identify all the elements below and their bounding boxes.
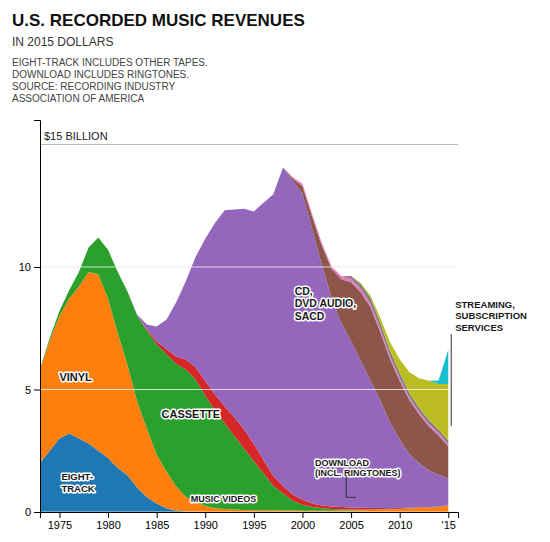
reference-line [40,144,458,145]
x-tick: 1995 [242,512,266,531]
x-tick-label: 1985 [145,519,169,531]
x-tick: 1975 [48,512,72,531]
annotation-leader [451,334,452,426]
x-axis: 1975 1980 1985 1990 1995 2000 2005 2010 '15 [41,512,459,531]
x-axis-line [41,513,459,519]
reference-lines: $15 BILLION [40,130,458,145]
x-tick: 1990 [194,512,218,531]
footnote-line: SOURCE: RECORDING INDUSTRY [12,81,175,92]
annotation-line: DVD AUDIO, [295,297,357,309]
y-tick: 5 [25,384,40,396]
footnote: EIGHT-TRACK INCLUDES OTHER TAPES.DOWNLOA… [12,57,208,104]
x-tick: 2000 [291,512,315,531]
subtitle: IN 2015 DOLLARS [12,35,113,49]
annotation-bracket [346,475,347,497]
chart-svg: U.S. RECORDED MUSIC REVENUES IN 2015 DOLL… [0,0,550,542]
x-tick-mark [400,512,401,518]
annotations: VINYLEIGHT-TRACKCASSETTEMUSIC VIDEOSCD,D… [59,285,527,504]
x-tick: 1980 [96,512,120,531]
annotation: DOWNLOAD(INCL. RINGTONES) [315,458,400,479]
area [40,168,448,509]
annotation-bracket [346,497,356,498]
x-tick-mark [59,512,60,518]
y-tick-mark [34,512,40,513]
x-tick: 2010 [388,512,412,531]
x-tick-label: 2005 [339,519,363,531]
x-tick: 1985 [145,512,169,531]
y-tick-label: 10 [19,261,31,273]
x-tick-label: '15 [442,519,456,531]
annotation: MUSIC VIDEOS [191,494,257,504]
title: U.S. RECORDED MUSIC REVENUES [12,11,305,30]
x-tick-label: 2000 [291,519,315,531]
grid-over [40,267,458,512]
footnote-line: ASSOCIATION OF AMERICA [12,93,144,104]
area [40,168,448,441]
area [40,168,448,444]
footnote-line: EIGHT-TRACK INCLUDES OTHER TAPES. [12,57,208,68]
annotation-line: VINYL [59,371,92,383]
x-tick-mark [108,512,109,518]
y-tick: 10 [19,261,40,273]
x-tick: 2005 [339,512,363,531]
y-tick-mark [34,390,40,391]
area [40,168,448,385]
annotation-line: SUBSCRIPTION [455,310,527,321]
annotation-line: CASSETTE [162,408,221,420]
x-tick-label: 2010 [388,519,412,531]
annotation-line: (INCL. RINGTONES) [315,468,400,478]
annotation: CD,DVD AUDIO,SACD [295,285,357,322]
annotation-line: STREAMING, [455,299,515,310]
y-tick-label: 0 [25,506,31,518]
annotation-line: MUSIC VIDEOS [191,494,257,504]
y-tick-mark [34,267,40,268]
grid-line [40,267,458,268]
annotation-line: TRACK [61,483,94,494]
plot-area [40,168,448,512]
x-tick-label: 1980 [96,519,120,531]
x-tick-mark [157,512,158,518]
annotation: STREAMING,SUBSCRIPTIONSERVICES [455,299,527,333]
chart-container: U.S. RECORDED MUSIC REVENUES IN 2015 DOLL… [0,0,550,542]
y-tick-label: 5 [25,384,31,396]
annotation: EIGHT-TRACK [61,471,94,493]
x-tick-mark [448,512,449,518]
annotation-line: CD, [295,285,313,297]
grid-line [40,267,458,268]
x-tick-mark [205,512,206,518]
area [40,168,448,447]
grid-line [40,389,458,390]
annotation-line: SERVICES [455,322,503,333]
reference-label: $15 BILLION [44,130,108,142]
area [40,168,448,479]
x-tick-label: 1990 [194,519,218,531]
x-tick-label: 1975 [48,519,72,531]
annotation: VINYL [59,371,92,383]
y-tick: 0 [25,506,40,518]
x-tick-mark [302,512,303,518]
x-tick-mark [351,512,352,518]
annotation-line: SACD [295,310,325,322]
annotation-lines [346,334,451,497]
grid-line [40,389,458,390]
x-tick-mark [254,512,255,518]
annotation-line: EIGHT- [61,471,93,482]
annotation-line: DOWNLOAD [315,458,369,468]
y-axis: 0 5 10 [19,121,41,519]
x-tick-label: 1995 [242,519,266,531]
y-axis-line [34,121,41,513]
annotation: CASSETTE [162,408,221,420]
header: U.S. RECORDED MUSIC REVENUES IN 2015 DOLL… [12,11,305,104]
x-tick: '15 [442,512,456,531]
footnote-line: DOWNLOAD INCLUDES RINGTONES. [12,69,189,80]
